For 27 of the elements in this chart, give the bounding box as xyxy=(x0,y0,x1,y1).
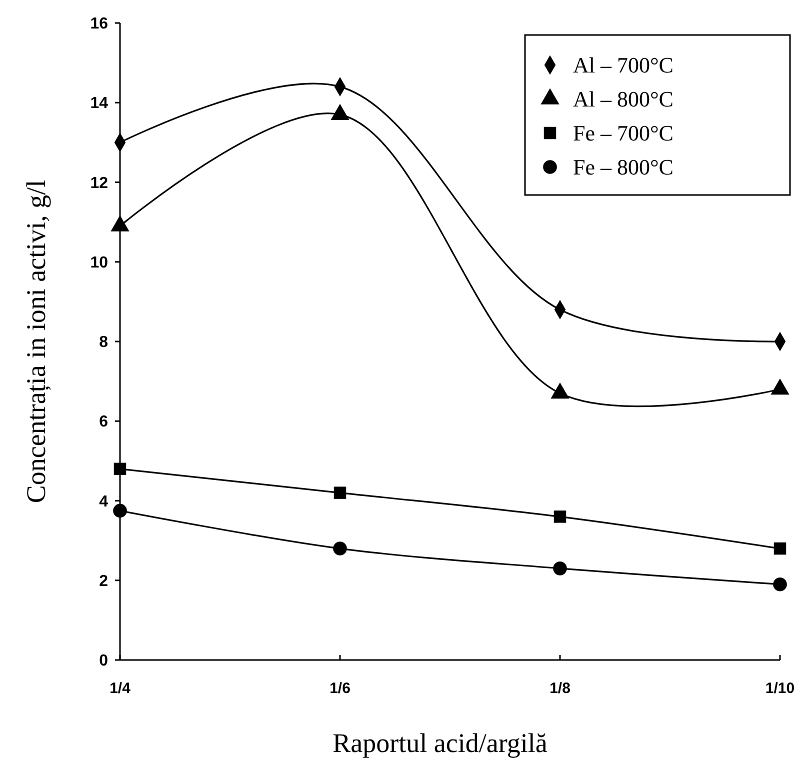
y-tick-label: 8 xyxy=(99,334,108,352)
y-tick-label: 0 xyxy=(99,652,108,670)
point xyxy=(554,510,566,523)
point xyxy=(334,486,346,499)
x-tick-label: 1/10 xyxy=(765,680,795,697)
y-axis-title: Concentrația in ioni activi, g/l xyxy=(21,180,51,504)
point xyxy=(333,542,347,556)
x-tick-label: 1/6 xyxy=(330,680,350,697)
legend-label: Al – 800°C xyxy=(573,86,674,112)
y-tick-label: 14 xyxy=(90,95,108,112)
y-tick-label: 6 xyxy=(99,414,108,431)
legend-label: Fe – 800°C xyxy=(573,154,674,180)
point xyxy=(113,504,127,518)
y-tick-label: 10 xyxy=(90,254,108,272)
legend-label: Fe – 700°C xyxy=(573,120,674,146)
point xyxy=(773,577,787,592)
legend-label: Al – 700°C xyxy=(573,52,674,78)
y-tick-label: 16 xyxy=(90,16,108,33)
point xyxy=(553,562,567,576)
y-tick-label: 2 xyxy=(99,572,108,590)
point xyxy=(774,542,786,555)
x-tick-label: 1/4 xyxy=(110,680,132,697)
point xyxy=(114,462,126,476)
y-tick-label: 12 xyxy=(90,174,108,192)
x-axis-title: Raportul acid/argilă xyxy=(332,728,548,758)
y-tick-label: 4 xyxy=(99,493,108,510)
x-tick-label: 1/8 xyxy=(550,680,570,697)
